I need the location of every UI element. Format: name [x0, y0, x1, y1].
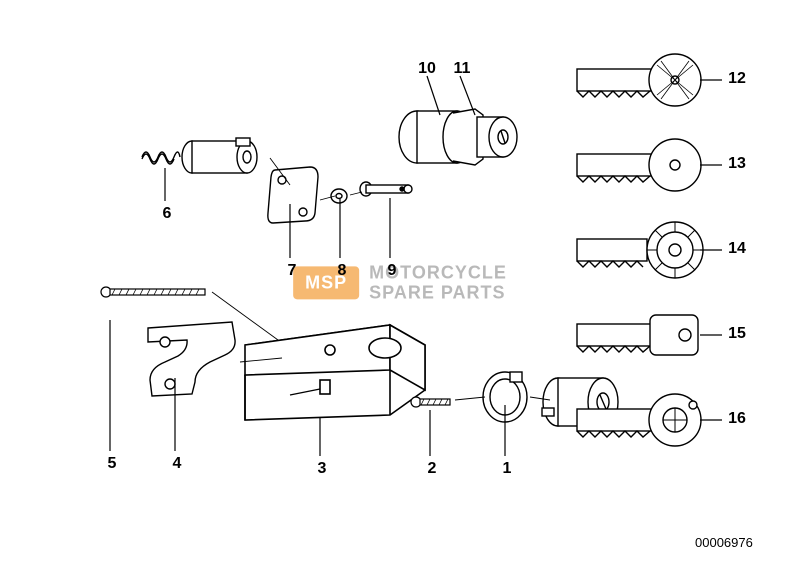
callout-16: 16	[725, 410, 749, 428]
callout-6: 6	[155, 205, 179, 223]
assembly-lines	[0, 0, 800, 565]
callout-9: 9	[380, 262, 404, 280]
callout-5: 5	[100, 455, 124, 473]
callout-13: 13	[725, 155, 749, 173]
callout-15: 15	[725, 325, 749, 343]
callout-10: 10	[415, 60, 439, 78]
callout-4: 4	[165, 455, 189, 473]
callout-8: 8	[330, 262, 354, 280]
callout-11: 11	[450, 60, 474, 78]
image-id: 00006976	[695, 535, 753, 550]
exploded-diagram	[0, 0, 800, 565]
callout-7: 7	[280, 262, 304, 280]
callout-12: 12	[725, 70, 749, 88]
callout-1: 1	[495, 460, 519, 478]
callout-2: 2	[420, 460, 444, 478]
callout-3: 3	[310, 460, 334, 478]
callout-14: 14	[725, 240, 749, 258]
